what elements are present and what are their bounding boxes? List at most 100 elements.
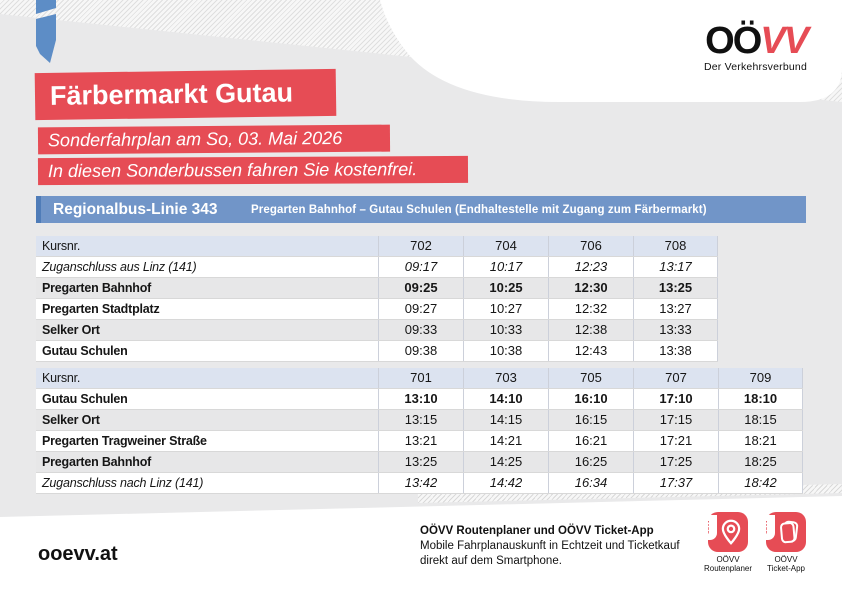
departure-time: 16:21 bbox=[548, 431, 633, 451]
course-number: 709 bbox=[718, 368, 803, 388]
timetable-outbound: Kursnr. 702 704 706 708 Zuganschluss aus Linz… bbox=[36, 236, 718, 362]
logo-tagline: Der Verkehrsverbund bbox=[703, 61, 807, 73]
departure-time: 13:27 bbox=[633, 299, 718, 319]
course-number: 707 bbox=[633, 368, 718, 388]
table-row: Pregarten Stadtplatz 09:27 10:27 12:32 13:27 bbox=[36, 299, 718, 320]
departure-time: 13:17 bbox=[633, 257, 718, 277]
departure-time: 16:10 bbox=[548, 389, 633, 409]
app-caption: OÖVV Ticket-App bbox=[767, 555, 805, 573]
departure-time: 13:21 bbox=[378, 431, 463, 451]
departure-time: 10:27 bbox=[463, 299, 548, 319]
departure-time: 17:10 bbox=[633, 389, 718, 409]
location-pin-icon bbox=[721, 519, 741, 545]
tickets-icon bbox=[780, 520, 799, 544]
table-row: Pregarten Bahnhof 09:25 10:25 12:30 13:25 bbox=[36, 278, 718, 299]
page-title: Färbermarkt Gutau bbox=[34, 68, 337, 121]
departure-time: 09:38 bbox=[378, 341, 463, 361]
departure-time: 16:25 bbox=[548, 452, 633, 472]
departure-time: 14:42 bbox=[463, 473, 548, 493]
departure-time: 17:25 bbox=[633, 452, 718, 472]
departure-time: 18:25 bbox=[718, 452, 803, 472]
departure-time: 14:25 bbox=[463, 452, 548, 472]
bus-line-name: Regionalbus-Linie 343 bbox=[53, 200, 218, 218]
special-schedule-date: Sonderfahrplan am So, 03. Mai 2026 bbox=[37, 124, 391, 155]
departure-time: 10:17 bbox=[463, 257, 548, 277]
departure-time: 13:38 bbox=[633, 341, 718, 361]
departure-time: 12:23 bbox=[548, 257, 633, 277]
website-url: ooevv.at bbox=[38, 543, 118, 565]
stop-name: Zuganschluss nach Linz (141) bbox=[42, 476, 204, 490]
departure-time: 18:42 bbox=[718, 473, 803, 493]
table-row: Zuganschluss nach Linz (141) 13:42 14:42 16… bbox=[36, 473, 803, 494]
table-header-row: Kursnr. 702 704 706 708 bbox=[36, 236, 718, 257]
departure-time: 12:38 bbox=[548, 320, 633, 340]
course-number: 702 bbox=[378, 236, 463, 256]
departure-time: 12:32 bbox=[548, 299, 633, 319]
departure-time: 17:37 bbox=[633, 473, 718, 493]
stop-name: Pregarten Tragweiner Straße bbox=[42, 434, 207, 448]
stop-name: Pregarten Bahnhof bbox=[42, 455, 152, 469]
app-caption: OÖVV Routenplaner bbox=[703, 555, 753, 573]
course-number: 703 bbox=[463, 368, 548, 388]
logo-oo: OÖ bbox=[705, 20, 762, 62]
free-ride-notice: In diesen Sonderbussen fahren Sie kosten… bbox=[37, 155, 469, 186]
routenplaner-app-icon: oövv bbox=[708, 512, 748, 552]
stop-name: Gutau Schulen bbox=[42, 392, 128, 406]
departure-time: 18:10 bbox=[718, 389, 803, 409]
app-badge: oövv bbox=[766, 515, 775, 540]
departure-time: 13:15 bbox=[378, 410, 463, 430]
stop-name: Selker Ort bbox=[42, 323, 100, 337]
departure-time: 13:25 bbox=[378, 452, 463, 472]
stop-name: Pregarten Stadtplatz bbox=[42, 302, 160, 316]
departure-time: 10:33 bbox=[463, 320, 548, 340]
blue-ribbon-icon bbox=[36, 0, 56, 63]
stop-name: Gutau Schulen bbox=[42, 344, 128, 358]
departure-time: 18:21 bbox=[718, 431, 803, 451]
app-promo-line1: Mobile Fahrplanauskunft in Echtzeit und … bbox=[420, 540, 680, 552]
departure-time: 09:17 bbox=[378, 257, 463, 277]
table-row: Selker Ort 13:15 14:15 16:15 17:15 18:15 bbox=[36, 410, 803, 431]
table-row: Zuganschluss aus Linz (141) 09:17 10:17 12:… bbox=[36, 257, 718, 278]
course-column-label: Kursnr. bbox=[42, 239, 81, 253]
departure-time: 13:42 bbox=[378, 473, 463, 493]
departure-time: 10:25 bbox=[463, 278, 548, 298]
bus-line-bar: Regionalbus-Linie 343 Pregarten Bahnhof … bbox=[36, 196, 806, 223]
course-number: 706 bbox=[548, 236, 633, 256]
bus-line-route: Pregarten Bahnhof – Gutau Schulen (Endha… bbox=[251, 203, 707, 216]
departure-time: 13:33 bbox=[633, 320, 718, 340]
departure-time: 16:34 bbox=[548, 473, 633, 493]
departure-time: 09:25 bbox=[378, 278, 463, 298]
ticket-app: oövv OÖVV Ticket-App bbox=[758, 512, 814, 573]
timetable-return: Kursnr. 701 703 705 707 709 Gutau Schulen 13:10… bbox=[36, 368, 803, 494]
app-promo-title: OÖVV Routenplaner und OÖVV Ticket-App bbox=[420, 525, 654, 537]
stop-name: Pregarten Bahnhof bbox=[42, 281, 152, 295]
app-promo-line2: direkt auf dem Smartphone. bbox=[420, 555, 562, 567]
stop-name: Zuganschluss aus Linz (141) bbox=[42, 260, 197, 274]
departure-time: 13:10 bbox=[378, 389, 463, 409]
table-header-row: Kursnr. 701 703 705 707 709 bbox=[36, 368, 803, 389]
course-number: 708 bbox=[633, 236, 718, 256]
course-number: 704 bbox=[463, 236, 548, 256]
table-row: Pregarten Tragweiner Straße 13:21 14:21 16:… bbox=[36, 431, 803, 452]
departure-time: 12:43 bbox=[548, 341, 633, 361]
departure-time: 14:15 bbox=[463, 410, 548, 430]
departure-time: 09:27 bbox=[378, 299, 463, 319]
departure-time: 14:21 bbox=[463, 431, 548, 451]
ticket-app-icon: oövv bbox=[766, 512, 806, 552]
departure-time: 13:25 bbox=[633, 278, 718, 298]
table-row: Gutau Schulen 13:10 14:10 16:10 17:10 18:10 bbox=[36, 389, 803, 410]
departure-time: 10:38 bbox=[463, 341, 548, 361]
app-promo-text: OÖVV Routenplaner und OÖVV Ticket-App Mo… bbox=[420, 524, 680, 569]
table-row: Pregarten Bahnhof 13:25 14:25 16:25 17:25 18:… bbox=[36, 452, 803, 473]
oovv-logo-text: OÖVV bbox=[655, 20, 809, 62]
table-row: Selker Ort 09:33 10:33 12:38 13:33 bbox=[36, 320, 718, 341]
departure-time: 17:15 bbox=[633, 410, 718, 430]
departure-time: 17:21 bbox=[633, 431, 718, 451]
departure-time: 16:15 bbox=[548, 410, 633, 430]
course-number: 701 bbox=[378, 368, 463, 388]
course-column-label: Kursnr. bbox=[42, 371, 81, 385]
logo-vv: VV bbox=[760, 20, 809, 62]
departure-time: 14:10 bbox=[463, 389, 548, 409]
departure-time: 09:33 bbox=[378, 320, 463, 340]
